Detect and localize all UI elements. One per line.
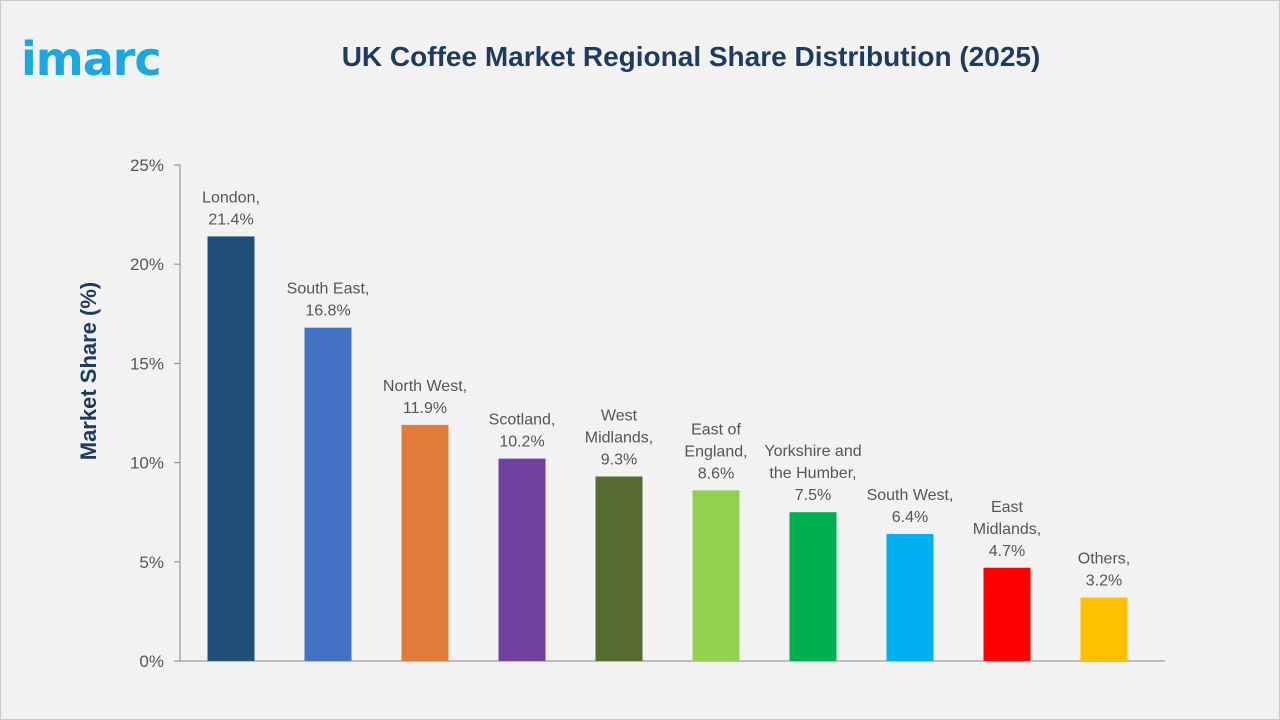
data-label-5: East of England, 8.6%: [684, 421, 747, 482]
data-label-line: Scotland,: [489, 412, 556, 429]
data-label-line: 4.7%: [989, 543, 1025, 560]
data-label-line: East: [991, 499, 1024, 516]
bar-4: [595, 476, 643, 661]
data-label-1: South East, 16.8%: [287, 281, 370, 320]
data-label-line: West: [601, 407, 638, 424]
data-label-2: North West, 11.9%: [383, 378, 467, 417]
y-tick-label: 15%: [130, 354, 164, 373]
y-tick-label: 10%: [130, 454, 164, 473]
bar-6: [789, 512, 837, 661]
data-label-line: 3.2%: [1086, 573, 1122, 590]
data-label-line: 7.5%: [795, 487, 831, 504]
bar-3: [498, 458, 546, 661]
bar-7: [886, 534, 934, 661]
data-label-8: East Midlands, 4.7%: [973, 499, 1041, 560]
data-label-line: Midlands,: [973, 521, 1041, 538]
data-label-line: 6.4%: [892, 509, 928, 526]
y-tick-label: 5%: [139, 553, 164, 572]
data-label-line: England,: [684, 443, 747, 460]
data-label-line: North West,: [383, 378, 467, 395]
data-label-line: 10.2%: [499, 434, 544, 451]
data-label-line: the Humber,: [769, 465, 856, 482]
data-label-line: South West,: [867, 487, 954, 504]
bar-9: [1080, 597, 1128, 661]
data-label-line: Yorkshire and: [764, 443, 861, 460]
data-label-line: East of: [691, 421, 741, 438]
data-label-line: London,: [202, 189, 260, 206]
y-tick-label: 0%: [139, 652, 164, 671]
data-label-0: London, 21.4%: [202, 189, 260, 228]
data-label-7: South West, 6.4%: [867, 487, 954, 526]
bar-1: [304, 327, 352, 661]
data-label-4: West Midlands, 9.3%: [585, 407, 653, 468]
bar-8: [983, 567, 1031, 661]
data-label-line: 11.9%: [403, 400, 447, 417]
data-label-line: 9.3%: [601, 451, 637, 468]
data-label-line: Midlands,: [585, 429, 653, 446]
bar-2: [401, 424, 449, 661]
brand-logo: imarc: [21, 32, 162, 86]
y-tick-label: 20%: [130, 255, 164, 274]
data-label-6: Yorkshire and the Humber, 7.5%: [764, 443, 861, 504]
data-label-line: Others,: [1078, 551, 1130, 568]
bar-5: [692, 490, 740, 661]
chart-title: UK Coffee Market Regional Share Distribu…: [341, 41, 1041, 72]
data-label-line: South East,: [287, 281, 370, 298]
bar-0: [207, 236, 255, 661]
data-label-line: 21.4%: [208, 211, 253, 228]
data-label-line: 16.8%: [305, 303, 350, 320]
data-label-3: Scotland, 10.2%: [489, 412, 556, 451]
data-label-line: 8.6%: [698, 465, 734, 482]
data-label-9: Others, 3.2%: [1078, 551, 1130, 590]
y-tick-label: 25%: [130, 156, 164, 175]
